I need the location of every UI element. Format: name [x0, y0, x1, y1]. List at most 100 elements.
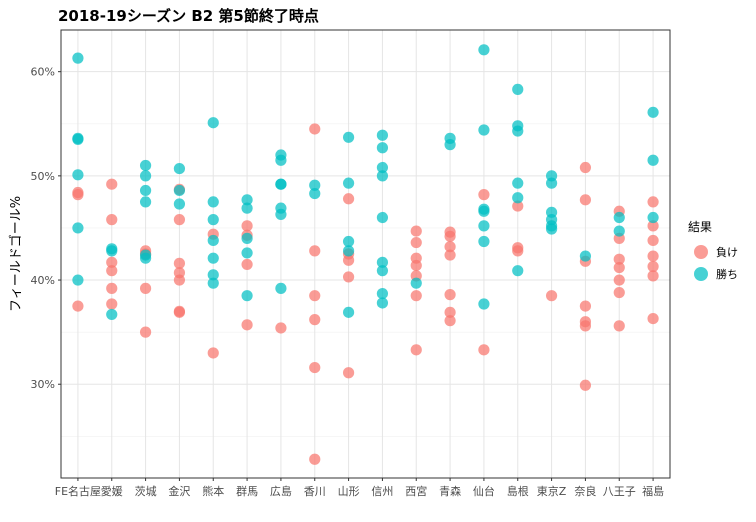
data-point [342, 254, 355, 266]
data-point [207, 214, 219, 226]
x-tick-label: 島根 [507, 484, 529, 498]
data-point [173, 198, 186, 210]
data-point [241, 258, 253, 271]
data-point [545, 177, 558, 189]
data-point [241, 290, 253, 302]
legend-title: 結果 [688, 220, 713, 234]
y-tick-label: 60% [31, 66, 55, 79]
data-point [647, 270, 659, 282]
data-point [478, 235, 490, 248]
data-point [444, 306, 456, 318]
data-point [173, 162, 186, 175]
data-point [545, 290, 558, 302]
data-point [309, 123, 321, 135]
data-point [72, 189, 84, 201]
data-point [275, 282, 287, 294]
data-point [241, 247, 253, 259]
data-point [241, 319, 253, 331]
data-point [342, 131, 355, 143]
data-point [207, 252, 219, 264]
data-point [613, 211, 625, 224]
data-point [241, 232, 253, 244]
data-point [647, 234, 659, 247]
data-point [173, 184, 186, 197]
data-point [478, 124, 490, 136]
data-point [376, 287, 389, 300]
data-point [106, 308, 118, 321]
x-tick-label: 西宮 [405, 484, 427, 498]
data-point [579, 320, 592, 332]
data-point [342, 306, 355, 318]
data-point [647, 154, 659, 166]
data-point [309, 361, 321, 374]
data-point [309, 245, 321, 257]
data-point [139, 184, 152, 197]
x-tick-label: 群馬 [236, 484, 258, 498]
x-tick-label: 熊本 [202, 484, 224, 498]
data-point [106, 282, 118, 294]
x-tick-label: 信州 [371, 485, 393, 498]
data-point [444, 241, 456, 253]
data-point [342, 177, 355, 189]
data-point [342, 367, 355, 379]
data-point [207, 347, 219, 359]
x-tick-label: FE名古屋 [55, 484, 101, 498]
legend-label-win: 勝ち [716, 268, 738, 281]
series-win [72, 44, 659, 321]
data-point [376, 297, 389, 309]
data-point [444, 249, 456, 261]
data-point [376, 211, 389, 224]
data-point [241, 194, 253, 206]
data-point [410, 277, 422, 289]
data-point [444, 230, 456, 242]
data-point [444, 139, 456, 151]
data-point [275, 322, 287, 334]
data-point [207, 234, 219, 247]
data-point [613, 320, 625, 332]
data-point [647, 220, 659, 232]
data-point [579, 194, 592, 206]
data-point [579, 250, 592, 262]
data-point [478, 344, 490, 356]
data-point [613, 286, 625, 299]
data-point [106, 256, 118, 268]
legend: 結果 負け 勝ち [688, 218, 738, 285]
data-point [512, 200, 524, 212]
data-point [512, 245, 524, 257]
data-point [478, 220, 490, 232]
data-point [207, 117, 219, 129]
data-point [376, 129, 389, 141]
data-point [139, 252, 152, 264]
data-point [376, 161, 389, 174]
data-point [512, 177, 524, 189]
data-point [309, 290, 321, 302]
data-point [275, 208, 287, 221]
data-point [444, 315, 456, 327]
data-point [275, 154, 287, 166]
data-point [579, 300, 592, 312]
data-point [309, 453, 321, 465]
data-point [106, 178, 118, 190]
chart-title: 2018-19シーズン B2 第5節終了時点 [58, 7, 319, 25]
data-point [342, 193, 355, 205]
data-point [512, 192, 524, 204]
series-lose [72, 123, 659, 465]
legend-key-lose [694, 245, 708, 259]
data-point [647, 211, 659, 224]
data-point [647, 106, 659, 118]
legend-key-win [694, 267, 708, 281]
data-point [106, 214, 118, 226]
data-point [72, 222, 84, 234]
data-point [309, 187, 321, 200]
data-point [139, 196, 152, 208]
x-tick-label: 愛媛 [101, 484, 123, 498]
data-point [613, 261, 625, 274]
data-point [173, 214, 186, 226]
data-point [139, 159, 152, 172]
data-point [207, 277, 219, 289]
data-point [613, 225, 625, 237]
data-point [647, 312, 659, 325]
x-tick-label: 東京Z [537, 484, 567, 498]
data-point [139, 282, 152, 294]
